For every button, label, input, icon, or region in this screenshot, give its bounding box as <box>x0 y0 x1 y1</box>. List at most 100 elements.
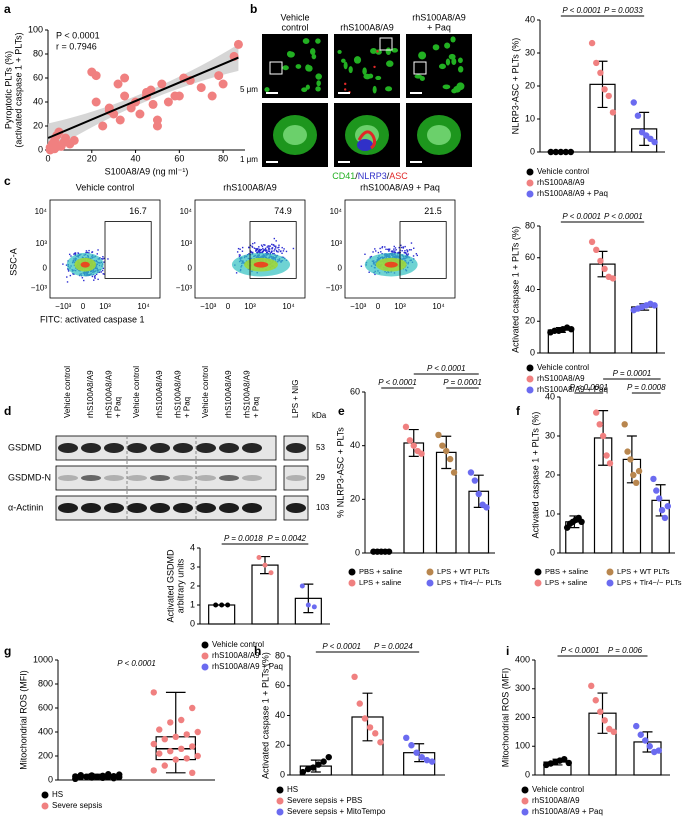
event <box>93 276 96 278</box>
data-point <box>116 771 123 778</box>
data-point <box>94 773 101 781</box>
legend-label: LPS + Tlr4−/− PLTs <box>437 578 502 587</box>
data-point <box>588 238 596 246</box>
event <box>258 246 260 248</box>
event <box>103 257 105 260</box>
flow-y-tick: 10⁴ <box>330 207 343 216</box>
event <box>81 277 84 279</box>
y-tick-label: 40 <box>545 391 555 401</box>
blot-band <box>81 503 101 513</box>
data-point <box>150 689 157 696</box>
legend-label: HS <box>287 785 298 794</box>
point <box>148 99 158 109</box>
data-point <box>423 756 431 764</box>
density <box>384 261 398 268</box>
platelet <box>353 56 362 64</box>
data-point <box>428 758 436 765</box>
y-axis-label: Mitochondrial ROS (MFI) <box>500 668 510 768</box>
event <box>404 245 406 248</box>
flow-y-tick: −10³ <box>326 283 343 292</box>
data-point <box>178 745 185 752</box>
event <box>407 253 410 255</box>
flow-x-tick: 10³ <box>394 302 406 311</box>
data-point <box>299 768 307 776</box>
data-point <box>156 726 163 733</box>
data-point <box>609 275 617 282</box>
legend-marker <box>526 386 534 394</box>
flow-y-tick: 10⁴ <box>180 207 193 216</box>
p-value: P = 0.0018 <box>224 534 263 543</box>
data-point <box>624 448 631 455</box>
event <box>72 273 74 275</box>
point <box>45 145 55 155</box>
blot-band <box>286 503 306 513</box>
platelet <box>343 61 348 70</box>
data-point <box>561 755 568 763</box>
data-point <box>172 733 179 740</box>
data-point <box>361 715 369 722</box>
event <box>268 245 270 247</box>
blot-band <box>286 475 306 481</box>
blot-band <box>242 475 262 481</box>
data-point <box>651 138 658 146</box>
data-point <box>213 602 219 608</box>
flow-x-tick: −10³ <box>200 302 217 311</box>
blot-band <box>286 443 306 453</box>
event <box>102 267 105 270</box>
legend-label: LPS + WT PLTs <box>437 567 490 576</box>
condition-label: Vehicle <box>280 12 309 22</box>
p-value: P < 0.0001 <box>562 212 601 221</box>
legend-marker <box>201 641 209 649</box>
data-point <box>658 506 666 514</box>
event <box>270 251 273 254</box>
stain-name: / <box>387 171 390 181</box>
event <box>93 279 95 281</box>
event <box>85 250 88 252</box>
platelet <box>305 84 310 90</box>
y-tick-label: 0 <box>355 547 360 557</box>
platelet <box>315 38 321 44</box>
data-point <box>225 602 231 608</box>
event <box>238 255 241 258</box>
y-tick-label: 10 <box>525 113 535 123</box>
data-point <box>156 750 163 757</box>
legend-marker <box>526 179 534 187</box>
event <box>95 273 98 276</box>
legend-label: Severe sepsis + MitoTempo <box>287 807 386 816</box>
event <box>281 252 283 254</box>
data-point <box>167 719 174 726</box>
legend-marker <box>521 786 529 794</box>
p-value: P = 0.0042 <box>267 534 306 543</box>
blot-row-label: GSDMD-N <box>8 472 51 482</box>
y-tick-label: 80 <box>275 650 285 660</box>
x-tick-label: 40 <box>131 153 141 163</box>
event <box>98 271 101 273</box>
lane-label: rhS100A8/A9 <box>243 370 252 418</box>
event <box>264 247 267 250</box>
data-point <box>178 716 185 724</box>
event <box>394 252 397 254</box>
platelet <box>457 57 463 64</box>
legend-marker <box>534 579 542 587</box>
event <box>410 242 413 244</box>
legend-label: PBS + saline <box>545 567 588 576</box>
event <box>275 240 277 242</box>
data-point <box>637 731 644 738</box>
y-axis-label: Activated caspase 1 + PLTs (%) <box>260 652 270 779</box>
data-point <box>110 772 117 780</box>
gate <box>104 221 152 279</box>
lane-label: + Paq <box>114 397 123 418</box>
flow-x-tick: −10³ <box>55 302 72 311</box>
flow-x-tick: 0 <box>376 302 381 311</box>
p-value: P = 0.006 <box>608 646 643 655</box>
y-tick-label: 0 <box>530 347 535 357</box>
legend-label: rhS100A8/A9 <box>212 651 260 660</box>
y-tick-label: 4 <box>190 542 195 552</box>
flow-y-tick: 10³ <box>180 239 192 248</box>
y-tick-label: 80 <box>525 220 535 230</box>
data-point <box>655 495 663 502</box>
event <box>77 252 80 255</box>
blot-band <box>104 475 124 481</box>
point <box>218 79 228 89</box>
data-point <box>189 704 196 712</box>
